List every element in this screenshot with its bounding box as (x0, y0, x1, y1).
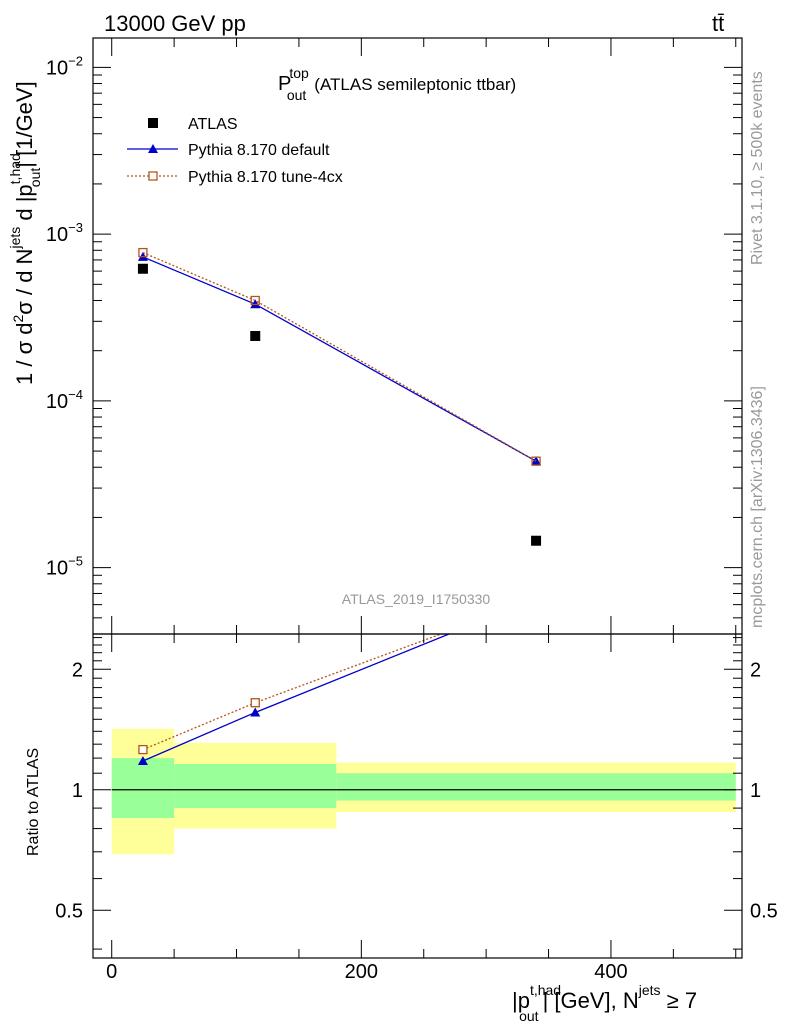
ratio-ytick-label-right-0: 2 (750, 659, 761, 681)
ratio-ytick-label-right-2: 0.5 (750, 900, 778, 922)
x-tick-label-0: 0 (106, 961, 117, 983)
analysis-watermark: ATLAS_2019_I1750330 (342, 591, 491, 607)
main-ytick-exp: −3 (68, 220, 83, 235)
main-ytick-label-2: 10−4 (46, 387, 83, 413)
atlas-point-0 (137, 263, 148, 274)
main-ytick-label-3: 10−5 (46, 554, 83, 580)
ratio-band-inner-2 (336, 773, 736, 801)
ratio-ylabel: Ratio to ATLAS (25, 748, 42, 856)
ratio-bands (111, 728, 736, 855)
main-point-tune-2 (531, 456, 541, 466)
main-line-tune (142, 251, 537, 462)
ratio-band-inner-1 (174, 763, 337, 809)
atlas-point-2 (531, 535, 542, 546)
main-ytick-label-0: 10−2 (46, 53, 83, 79)
legend-default-marker (148, 144, 158, 153)
ratio-frame (92, 633, 743, 959)
ratio-band-inner-0 (111, 758, 175, 819)
main-point-tune-1 (250, 295, 260, 306)
main-ytick-exp: −2 (68, 53, 83, 68)
main-ytick-base: 10 (46, 558, 68, 580)
ratio-point-tune-0 (138, 744, 148, 755)
ratio-ytick-label-left-0: 2 (72, 659, 83, 681)
main-ytick-base: 10 (46, 57, 68, 79)
process-label: tt̄ (712, 11, 724, 36)
ratio-line-tune (142, 634, 443, 751)
ratio-ytick-label-right-1: 1 (750, 780, 761, 802)
rivet-label: Rivet 3.1.10, ≥ 500k events (749, 71, 766, 265)
ratio-lines (137, 634, 451, 766)
legend: ATLAS Pythia 8.170 default Pythia 8.170 … (127, 116, 343, 186)
x-tick-label-1: 200 (345, 961, 378, 983)
main-title-rest: (ATLAS semileptonic ttbar) (314, 75, 516, 94)
main-ytick-label-1: 10−3 (46, 220, 83, 246)
energy-label: 13000 GeV pp (104, 11, 246, 36)
ratio-point-tune-1 (250, 698, 260, 708)
main-ytick-exp: −4 (68, 387, 83, 402)
ratio-point-default-1 (250, 707, 261, 717)
mcplots-label: mcplots.cern.ch [arXiv:1306.3436] (749, 386, 766, 628)
main-line-default (142, 256, 537, 462)
main-point-tune-0 (138, 247, 148, 258)
ratio-line-default (142, 634, 451, 762)
legend-tune-marker (148, 171, 158, 181)
main-title-p: P (278, 73, 291, 95)
main-title-sub: out (287, 87, 307, 103)
main-point-default-1 (250, 299, 261, 309)
legend-atlas-marker (148, 118, 158, 128)
main-ylabel: 1 / σ d2σ / d Njets d |pt,had out| [1/GeV… (7, 81, 43, 385)
legend-tune-label: Pythia 8.170 tune-4cx (188, 169, 343, 186)
main-ytick-exp: −5 (68, 554, 83, 569)
x-tick-label-2: 400 (594, 961, 627, 983)
legend-default-label: Pythia 8.170 default (188, 142, 330, 159)
ratio-ytick-label-left-2: 0.5 (55, 900, 83, 922)
ratio-point-default-0 (137, 756, 148, 766)
atlas-point-1 (250, 330, 261, 341)
main-ytick-base: 10 (46, 224, 68, 246)
main-ytick-base: 10 (46, 391, 68, 413)
x-axis-label: |pt,had out| [GeV], Njets ≥ 7 (512, 982, 697, 1024)
ratio-ytick-label-left-1: 1 (72, 780, 83, 802)
legend-atlas-label: ATLAS (188, 116, 238, 133)
main-title-sup: top (289, 65, 309, 81)
main-series (137, 247, 542, 546)
main-title: Ptop out (ATLAS semileptonic ttbar) (278, 65, 516, 103)
